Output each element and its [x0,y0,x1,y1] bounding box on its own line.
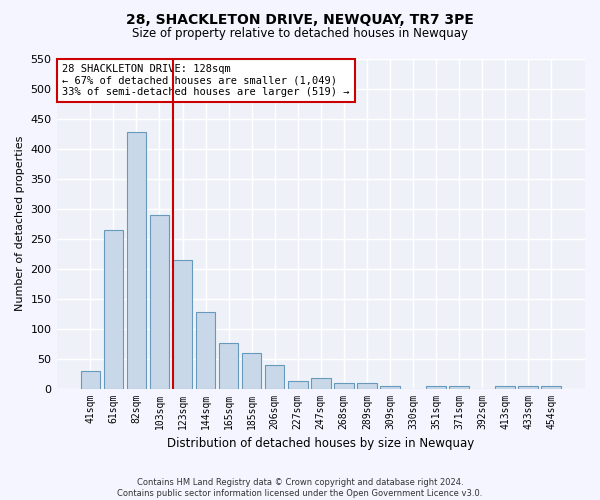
X-axis label: Distribution of detached houses by size in Newquay: Distribution of detached houses by size … [167,437,475,450]
Bar [196,312,215,388]
Bar [496,386,515,388]
Y-axis label: Number of detached properties: Number of detached properties [15,136,25,312]
Bar [541,386,561,388]
Bar [242,352,262,388]
Bar [127,132,146,388]
Bar [449,386,469,388]
Bar [288,381,308,388]
Text: 28, SHACKLETON DRIVE, NEWQUAY, TR7 3PE: 28, SHACKLETON DRIVE, NEWQUAY, TR7 3PE [126,12,474,26]
Bar [426,386,446,388]
Bar [334,383,353,388]
Text: Size of property relative to detached houses in Newquay: Size of property relative to detached ho… [132,28,468,40]
Bar [80,370,100,388]
Bar [265,364,284,388]
Bar [518,386,538,388]
Bar [219,343,238,388]
Text: Contains HM Land Registry data © Crown copyright and database right 2024.
Contai: Contains HM Land Registry data © Crown c… [118,478,482,498]
Bar [311,378,331,388]
Bar [149,215,169,388]
Text: 28 SHACKLETON DRIVE: 128sqm
← 67% of detached houses are smaller (1,049)
33% of : 28 SHACKLETON DRIVE: 128sqm ← 67% of det… [62,64,349,97]
Bar [380,386,400,388]
Bar [104,230,123,388]
Bar [173,260,193,388]
Bar [357,382,377,388]
